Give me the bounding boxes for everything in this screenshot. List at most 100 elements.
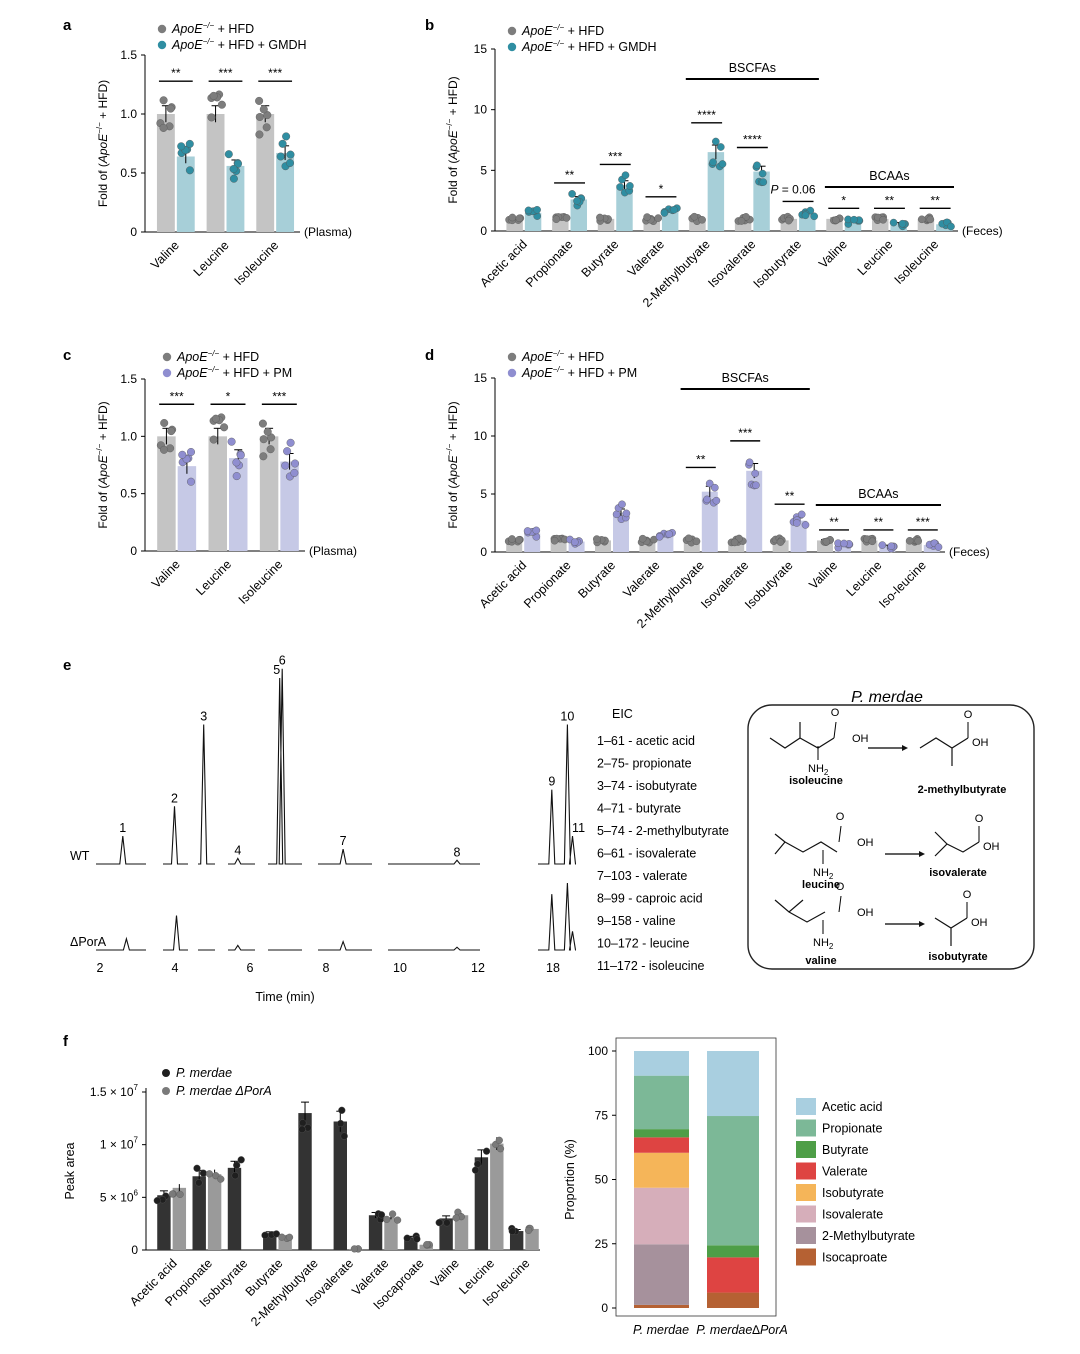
bar-control-6 bbox=[772, 540, 789, 552]
eic-entry: 10–172 - leucine bbox=[597, 937, 689, 951]
x-tick-label: 12 bbox=[471, 961, 485, 975]
data-point-pmerdae bbox=[474, 1160, 482, 1168]
data-point-treatment bbox=[889, 218, 898, 227]
data-point-porA bbox=[524, 1226, 533, 1235]
data-point-control bbox=[262, 123, 271, 132]
peak-label: 1 bbox=[119, 821, 126, 835]
significance-stars: ** bbox=[829, 515, 839, 529]
y-tick-label: 5 bbox=[480, 487, 487, 501]
data-point-control bbox=[822, 537, 831, 546]
significance-stars: ** bbox=[171, 66, 181, 80]
data-point-treatment bbox=[286, 438, 295, 447]
legend-marker-treatment bbox=[507, 368, 517, 378]
peak-label: 7 bbox=[340, 834, 347, 848]
legend-swatch-2 bbox=[796, 1141, 816, 1158]
y-axis-label: Peak area bbox=[63, 1142, 77, 1199]
data-point-treatment bbox=[758, 169, 767, 178]
bar-porA-10 bbox=[525, 1228, 539, 1250]
product-label: isovalerate bbox=[929, 867, 986, 879]
y-axis-label: Fold of (ApoE−/− + HFD) bbox=[445, 401, 460, 528]
x-tick-label: Isoleucine bbox=[892, 237, 942, 287]
stack-segment-5 bbox=[634, 1187, 689, 1245]
panel-label-f: f bbox=[63, 1033, 69, 1050]
bar-treatment-2 bbox=[280, 461, 299, 551]
data-point-treatment bbox=[286, 158, 295, 167]
data-point-control bbox=[684, 534, 693, 543]
data-point-treatment bbox=[186, 448, 195, 457]
bar-pmerdae-0 bbox=[157, 1195, 171, 1250]
y-tick-label: 1 × 107 bbox=[100, 1136, 139, 1152]
x-tick-label: 4 bbox=[172, 961, 179, 975]
eic-entry: 5–74 - 2-methylbutyrate bbox=[597, 824, 729, 838]
data-point-porA bbox=[205, 1170, 214, 1178]
trace-dpora-seg bbox=[228, 944, 255, 951]
x-tick-label: Butyrate bbox=[579, 237, 622, 280]
data-point-control bbox=[868, 537, 877, 546]
bar-treatment-6 bbox=[790, 520, 807, 552]
data-point-treatment bbox=[655, 533, 664, 541]
legend-label-7: Isocaproate bbox=[822, 1251, 887, 1265]
legend-marker-treatment bbox=[157, 40, 167, 50]
x-tick-label: Valine bbox=[816, 237, 850, 271]
x-tick-label: Isoleucine bbox=[236, 557, 286, 607]
group-label-bcaas: BCAAs bbox=[858, 487, 898, 501]
data-point-treatment bbox=[236, 451, 245, 460]
data-point-porA bbox=[452, 1214, 460, 1222]
data-point-treatment bbox=[282, 132, 291, 141]
eic-entry: 4–71 - butyrate bbox=[597, 802, 681, 816]
y-tick-label: 0.5 bbox=[120, 487, 137, 501]
legend-label-6: 2-Methylbutyrate bbox=[822, 1229, 915, 1243]
data-point-pmerdae bbox=[272, 1230, 281, 1238]
y-tick-label: 0 bbox=[130, 225, 137, 239]
molecule-substrate bbox=[774, 833, 838, 855]
data-point-pmerdae bbox=[471, 1166, 480, 1174]
y-axis-label: Fold of (ApoE−/− + HFD) bbox=[95, 80, 110, 207]
data-point-pmerdae bbox=[413, 1235, 421, 1243]
trace-wt-seg bbox=[268, 668, 302, 865]
data-point-treatment bbox=[797, 510, 806, 519]
trace-label-1: ΔPorA bbox=[70, 935, 107, 949]
data-point-treatment bbox=[286, 150, 295, 159]
peak-label: 3 bbox=[200, 710, 207, 724]
data-point-treatment bbox=[523, 527, 532, 535]
legend-label-1: Propionate bbox=[822, 1122, 883, 1136]
legend-swatch-4 bbox=[796, 1184, 816, 1201]
data-point-treatment bbox=[759, 178, 768, 186]
legend-swatch-6 bbox=[796, 1227, 816, 1244]
y-tick-label: 0 bbox=[480, 224, 487, 238]
stack-segment-2 bbox=[707, 1245, 759, 1258]
data-point-control bbox=[730, 538, 739, 547]
trace-wt-seg bbox=[538, 724, 577, 865]
data-point-treatment bbox=[178, 450, 187, 459]
atom-o: O bbox=[975, 813, 984, 825]
x-axis-label: Time (min) bbox=[255, 990, 314, 1004]
legend-label-4: Isobutyrate bbox=[822, 1186, 884, 1200]
data-point-treatment bbox=[227, 437, 236, 446]
data-point-treatment bbox=[232, 458, 241, 467]
data-point-control bbox=[596, 213, 604, 222]
y-axis-label: Proportion (%) bbox=[563, 1139, 577, 1220]
y-tick-label: 50 bbox=[595, 1173, 609, 1187]
bar-control-2 bbox=[595, 540, 611, 552]
data-point-pmerdae bbox=[153, 1196, 161, 1205]
bar-treatment-1 bbox=[229, 458, 248, 551]
eic-entry: 6–61 - isovalerate bbox=[597, 847, 696, 861]
x-tick-label: Valine bbox=[428, 1256, 462, 1290]
x-tick-label: Iso-leucine bbox=[876, 558, 929, 611]
data-point-treatment bbox=[278, 139, 287, 148]
x-tick-label: Isoleucine bbox=[232, 238, 282, 288]
bar-treatment-1 bbox=[226, 165, 245, 232]
data-point-pmerdae bbox=[508, 1227, 516, 1235]
substrate-label: valine bbox=[805, 955, 836, 967]
peak-label: 6 bbox=[279, 654, 286, 668]
significance-stars: ** bbox=[930, 193, 940, 207]
panel-label-e: e bbox=[63, 657, 71, 674]
x-tick-label: Valine bbox=[149, 557, 183, 591]
data-point-treatment bbox=[751, 469, 760, 478]
data-point-pmerdae bbox=[231, 1171, 239, 1180]
data-point-treatment bbox=[524, 206, 533, 215]
data-point-treatment bbox=[947, 222, 955, 231]
group-label-bcaas: BCAAs bbox=[869, 169, 909, 183]
data-point-porA bbox=[217, 1175, 225, 1183]
